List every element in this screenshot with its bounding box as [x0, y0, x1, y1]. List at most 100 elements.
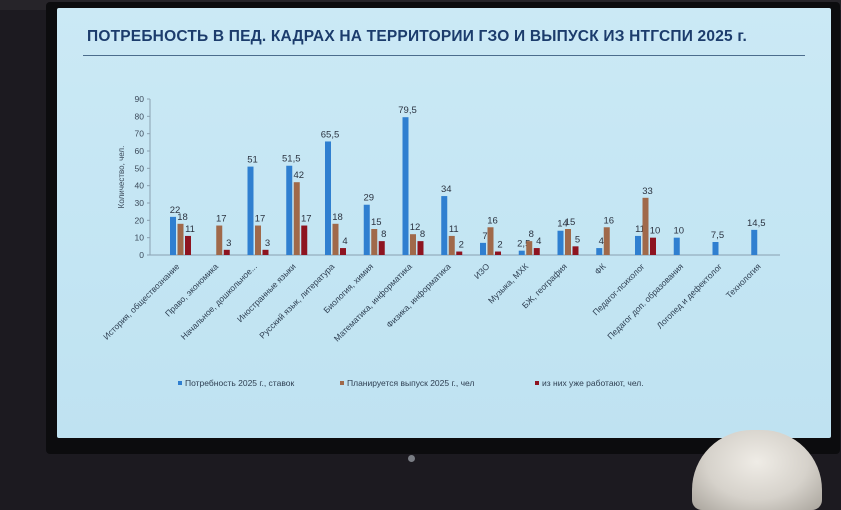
data-label: 4: [342, 236, 347, 247]
data-label: 15: [371, 217, 382, 228]
y-tick-label: 70: [135, 129, 145, 139]
bar-series1: [712, 242, 719, 255]
bar-series2: [293, 182, 300, 255]
y-tick-label: 10: [135, 233, 145, 243]
y-tick-label: 0: [139, 250, 144, 260]
y-tick-label: 80: [135, 111, 145, 121]
data-label: 10: [673, 226, 684, 237]
bar-series1: [518, 250, 525, 255]
category-label: ИЗО: [472, 261, 492, 281]
legend-marker: [340, 381, 344, 385]
legend-label: Планируется выпуск 2025 г., чел: [347, 378, 474, 388]
data-label: 14,5: [747, 218, 766, 229]
y-axis-title: Количество, чел.: [117, 146, 126, 209]
category-label: Математика, информатика: [332, 261, 414, 343]
bar-series3: [495, 251, 501, 255]
y-tick-label: 90: [135, 94, 145, 104]
bar-series2: [526, 241, 533, 255]
data-label: 10: [650, 226, 661, 237]
data-label: 18: [332, 212, 343, 223]
bar-series2: [410, 234, 416, 255]
data-label: 11: [635, 224, 645, 235]
bar-series3: [533, 248, 540, 255]
bar-series1: [363, 204, 370, 255]
bar-series2: [603, 227, 610, 255]
bar-series2: [642, 197, 649, 255]
data-label: 12: [410, 222, 421, 233]
power-indicator-icon: [408, 455, 415, 462]
data-label: 4: [536, 236, 541, 247]
bar-series2: [332, 223, 339, 255]
data-label: 16: [603, 215, 614, 226]
y-tick-label: 40: [135, 181, 145, 191]
data-label: 33: [642, 186, 653, 197]
bar-series2: [487, 227, 494, 255]
bar-series1: [247, 166, 254, 255]
data-label: 8: [420, 229, 425, 240]
data-label: 14: [557, 219, 568, 230]
y-tick-label: 20: [135, 215, 145, 225]
data-label: 79,5: [398, 105, 417, 116]
category-label: Русский язык, литература: [257, 261, 336, 340]
data-label: 5: [575, 234, 580, 245]
data-label: 7,5: [711, 230, 724, 241]
bar-series1: [596, 248, 603, 255]
y-tick-label: 30: [135, 198, 145, 208]
data-label: 8: [529, 229, 534, 240]
data-label: 22: [170, 205, 181, 216]
data-label: 17: [255, 214, 266, 225]
bar-series3: [572, 246, 579, 255]
bar-series3: [378, 241, 385, 255]
bar-series3: [301, 225, 308, 255]
data-label: 51: [247, 155, 258, 166]
y-tick-label: 50: [135, 163, 145, 173]
bar-series2: [448, 235, 455, 255]
bar-series1: [751, 229, 758, 255]
data-label: 18: [177, 212, 188, 223]
legend-label: из них уже работают, чел.: [542, 378, 644, 388]
data-label: 8: [381, 229, 386, 240]
bar-series3: [262, 249, 269, 255]
bar-series2: [255, 225, 261, 255]
category-label: История, обществознание: [101, 261, 182, 342]
bar-series3: [456, 251, 463, 255]
slide-title: ПОТРЕБНОСТЬ В ПЕД. КАДРАХ НА ТЕРРИТОРИИ …: [87, 28, 747, 45]
category-label: Начальное, дошкольное...: [179, 261, 259, 341]
data-label: 4: [599, 236, 604, 247]
bar-series1: [286, 165, 293, 255]
data-label: 65,5: [321, 129, 340, 140]
data-label: 2: [497, 240, 502, 251]
bar-series2: [216, 225, 223, 255]
bar-series1: [480, 242, 486, 255]
legend-marker: [178, 381, 182, 385]
category-label: Педагог доп. образования: [605, 261, 685, 341]
bar-series2: [371, 229, 378, 255]
data-label: 16: [487, 215, 498, 226]
data-label: 11: [449, 224, 459, 235]
bar-series2: [565, 229, 571, 255]
data-label: 17: [216, 214, 227, 225]
bar-series3: [417, 241, 424, 255]
bar-series3: [223, 249, 230, 255]
data-label: 2: [459, 240, 464, 251]
data-label: 11: [185, 224, 195, 235]
data-label: 34: [441, 184, 452, 195]
category-label: ФК: [593, 261, 608, 276]
bar-series2: [177, 223, 184, 255]
legend-marker: [535, 381, 539, 385]
data-label: 2,5: [517, 239, 530, 250]
bar-series1: [635, 235, 641, 255]
bar-series1: [441, 196, 448, 255]
bar-series1: [325, 141, 331, 255]
data-label: 42: [293, 170, 304, 181]
bar-series3: [185, 235, 191, 255]
title-divider: [83, 55, 805, 56]
bar-series3: [650, 237, 656, 255]
legend-label: Потребность 2025 г., ставок: [185, 378, 294, 388]
bar-series1: [557, 230, 564, 255]
data-label: 15: [565, 217, 576, 228]
bar-series1: [673, 237, 680, 255]
y-tick-label: 60: [135, 146, 145, 156]
category-label: Физика, информатика: [384, 261, 453, 330]
